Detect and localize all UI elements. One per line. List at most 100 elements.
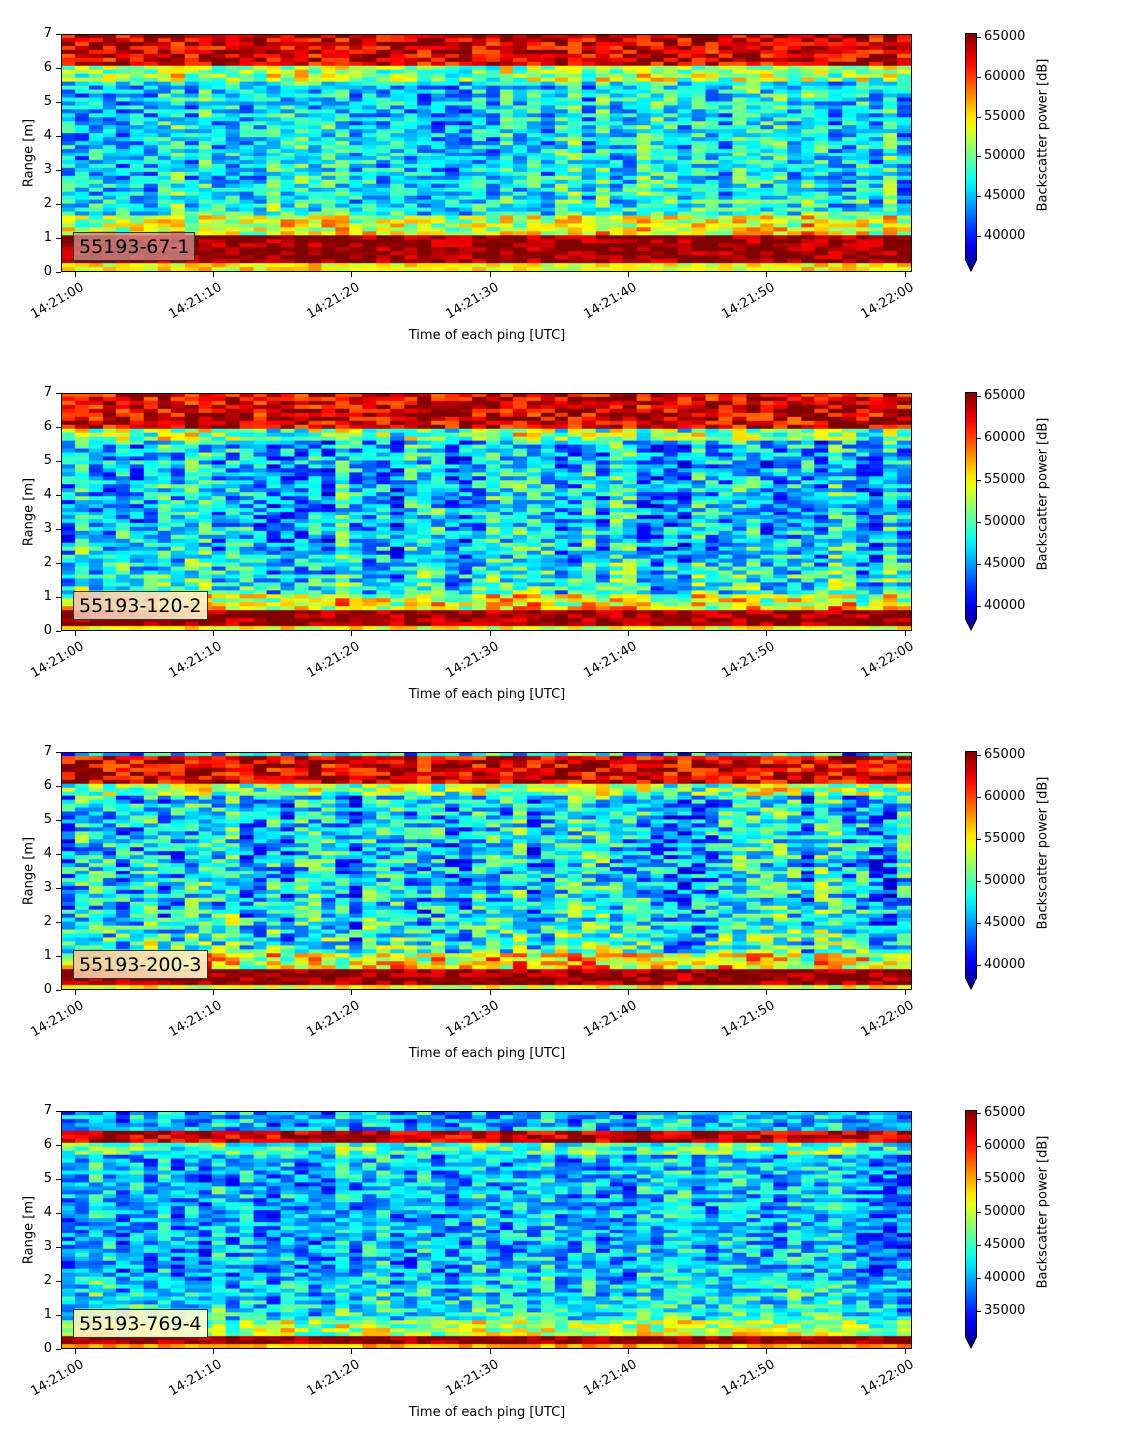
- y-tick-mark: [56, 461, 61, 462]
- colorbar-gradient: [965, 1110, 977, 1350]
- y-tick-label: 0: [43, 264, 52, 279]
- x-tick-label: 14:21:20: [304, 1357, 363, 1400]
- y-tick-label: 5: [43, 1171, 52, 1186]
- x-tick-label: 14:21:00: [28, 280, 87, 323]
- colorbar-tick-mark: [977, 965, 981, 967]
- y-tick-label: 7: [43, 1103, 52, 1118]
- x-tick-label: 14:21:50: [719, 1357, 778, 1400]
- colorbar-tick-mark: [977, 881, 981, 883]
- x-tick-label: 14:21:00: [28, 1357, 87, 1400]
- x-tick-mark: [75, 1349, 76, 1354]
- heatmap-canvas: [62, 394, 911, 630]
- colorbar-tick-label: 60000: [984, 430, 1026, 446]
- y-tick-label: 7: [43, 385, 52, 400]
- y-axis-label: Range [m]: [21, 477, 37, 547]
- y-tick-label: 2: [43, 555, 52, 570]
- colorbar-tick-label: 45000: [984, 188, 1026, 204]
- echogram-panel: 0 1 2 3 4 5 6 7 14:21:00 14:21:10 14:21:20 14:21:30…: [0, 718, 1140, 1077]
- y-tick-label: 0: [43, 982, 52, 997]
- y-tick-label: 5: [43, 453, 52, 468]
- y-tick-mark: [56, 1145, 61, 1146]
- x-tick-label: 14:21:30: [443, 1357, 502, 1400]
- colorbar-tick-label: 40000: [984, 1269, 1026, 1285]
- x-tick-label: 14:21:20: [304, 280, 363, 323]
- y-tick-mark: [56, 393, 61, 394]
- x-tick-label: 14:22:00: [858, 1357, 917, 1400]
- x-tick-mark: [351, 272, 352, 277]
- colorbar-tick-mark: [977, 156, 981, 158]
- colorbar-gradient: [965, 33, 977, 273]
- x-tick-label: 14:21:30: [443, 639, 502, 682]
- y-tick-mark: [56, 1247, 61, 1248]
- x-tick-label: 14:21:30: [443, 280, 502, 323]
- y-tick-label: 7: [43, 744, 52, 759]
- y-tick-mark: [56, 956, 61, 957]
- colorbar-label: Backscatter power [dB]: [1035, 776, 1051, 930]
- y-tick-mark: [56, 990, 61, 991]
- y-tick-mark: [56, 922, 61, 923]
- colorbar-tick-mark: [977, 1310, 981, 1312]
- y-tick-label: 3: [43, 880, 52, 895]
- y-tick-label: 5: [43, 94, 52, 109]
- y-tick-mark: [56, 204, 61, 205]
- colorbar-tick-mark: [977, 923, 981, 925]
- colorbar-tick-label: 50000: [984, 148, 1026, 164]
- y-tick-label: 3: [43, 162, 52, 177]
- colorbar-tick-mark: [977, 76, 981, 78]
- x-tick-label: 14:21:40: [581, 998, 640, 1041]
- y-tick-mark: [56, 820, 61, 821]
- x-tick-mark: [628, 631, 629, 636]
- y-tick-label: 6: [43, 778, 52, 793]
- colorbar-tick-mark: [977, 755, 981, 757]
- colorbar-tick-mark: [977, 522, 981, 524]
- x-tick-mark: [628, 1349, 629, 1354]
- x-tick-mark: [905, 631, 906, 636]
- x-tick-label: 14:21:00: [28, 639, 87, 682]
- x-tick-label: 14:21:20: [304, 998, 363, 1041]
- station-label: 55193-67-1: [73, 232, 196, 261]
- y-tick-mark: [56, 1179, 61, 1180]
- x-tick-mark: [905, 990, 906, 995]
- colorbar-tick-label: 45000: [984, 915, 1026, 931]
- colorbar-tick-mark: [977, 1146, 981, 1148]
- colorbar-tick-label: 55000: [984, 472, 1026, 488]
- x-tick-mark: [905, 272, 906, 277]
- y-tick-mark: [56, 888, 61, 889]
- echogram-panel: 0 1 2 3 4 5 6 7 14:21:00 14:21:10 14:21:20 14:21:30…: [0, 359, 1140, 718]
- colorbar-tick-label: 65000: [984, 1105, 1026, 1121]
- colorbar-tick-label: 65000: [984, 28, 1026, 44]
- x-tick-mark: [75, 631, 76, 636]
- colorbar-tick-mark: [977, 797, 981, 799]
- y-tick-label: 4: [43, 487, 52, 502]
- y-axis-label: Range [m]: [21, 118, 37, 188]
- y-tick-mark: [56, 563, 61, 564]
- y-tick-mark: [56, 238, 61, 239]
- x-tick-label: 14:21:50: [719, 280, 778, 323]
- x-tick-mark: [351, 631, 352, 636]
- station-label: 55193-200-3: [73, 950, 208, 979]
- x-tick-mark: [351, 1349, 352, 1354]
- x-tick-mark: [490, 1349, 491, 1354]
- colorbar: [965, 392, 977, 632]
- colorbar-tick-label: 60000: [984, 68, 1026, 84]
- x-tick-mark: [213, 1349, 214, 1354]
- colorbar-tick-label: 45000: [984, 556, 1026, 572]
- colorbar-tick-mark: [977, 36, 981, 38]
- station-label: 55193-120-2: [73, 591, 208, 620]
- y-tick-label: 0: [43, 623, 52, 638]
- x-axis-label: Time of each ping [UTC]: [408, 1405, 566, 1420]
- y-tick-mark: [56, 597, 61, 598]
- x-tick-label: 14:21:40: [581, 1357, 640, 1400]
- y-tick-label: 2: [43, 196, 52, 211]
- colorbar-tick-mark: [977, 1277, 981, 1279]
- x-tick-label: 14:21:10: [166, 998, 225, 1041]
- colorbar-tick-mark: [977, 236, 981, 238]
- x-tick-label: 14:21:20: [304, 639, 363, 682]
- y-tick-label: 6: [43, 60, 52, 75]
- heatmap-canvas: [62, 35, 911, 271]
- y-tick-mark: [56, 854, 61, 855]
- colorbar-tick-mark: [977, 396, 981, 398]
- colorbar-tick-label: 45000: [984, 1236, 1026, 1252]
- colorbar-tick-mark: [977, 116, 981, 118]
- colorbar-label: Backscatter power [dB]: [1035, 1135, 1051, 1289]
